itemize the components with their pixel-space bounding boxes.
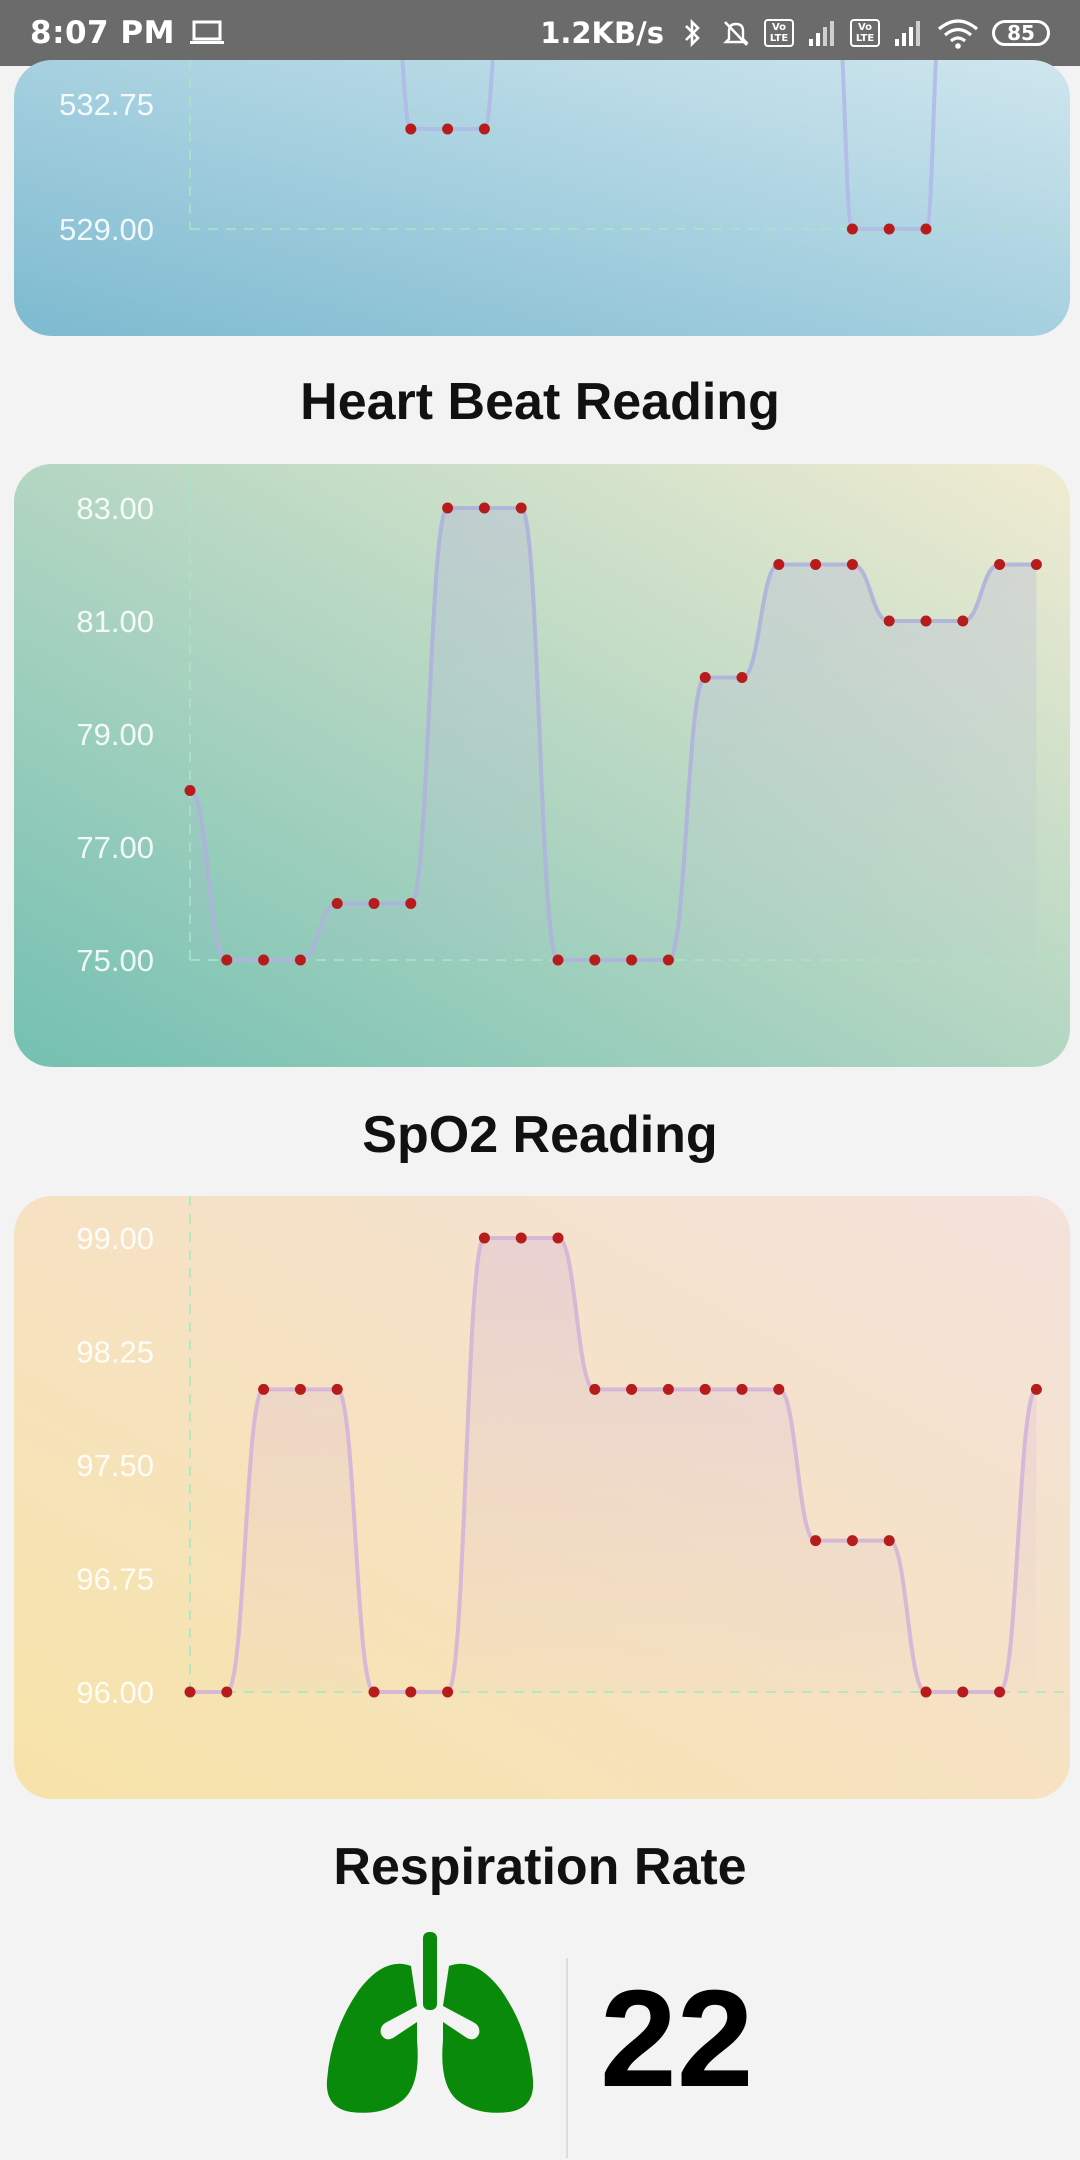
bell-muted-icon (723, 21, 749, 46)
data-point (294, 1383, 306, 1395)
data-point (1030, 559, 1042, 570)
data-point (552, 954, 564, 966)
network-speed: 1.2KB/s (540, 16, 664, 50)
data-point (810, 1535, 822, 1547)
heart-beat-line-chart: 83.00 81.00 79.00 77.00 75.00 (14, 464, 1070, 1067)
series-area (190, 508, 1037, 960)
chart-background (14, 60, 1070, 336)
data-point (405, 898, 417, 909)
data-point (626, 1383, 638, 1395)
y-tick-label: 96.00 (76, 1675, 154, 1710)
data-point (331, 1383, 343, 1395)
data-point (221, 954, 233, 966)
data-point (662, 954, 674, 966)
series-area (190, 1238, 1037, 1692)
data-point (331, 898, 343, 909)
respiration-value: 22 (600, 1962, 754, 2116)
top-line-chart: 532.75 529.00 (14, 60, 1070, 336)
data-point (442, 123, 454, 135)
data-point (699, 672, 711, 683)
data-point (442, 1686, 454, 1698)
data-point (773, 559, 785, 570)
respiration-divider (566, 1958, 568, 2158)
spo2-line-chart: 99.00 98.25 97.50 96.75 96.00 (14, 1196, 1070, 1799)
signal-icon-2 (895, 21, 920, 46)
data-point (589, 954, 601, 966)
data-point (846, 559, 858, 570)
data-point (883, 615, 895, 627)
data-point (184, 1686, 196, 1698)
data-point (994, 559, 1006, 570)
heart-beat-title: Heart Beat Reading (300, 373, 780, 431)
spo2-title: SpO2 Reading (362, 1106, 718, 1164)
data-point (846, 1535, 858, 1547)
data-point (368, 898, 380, 909)
data-point (589, 1383, 601, 1395)
data-point (626, 954, 638, 966)
data-point (258, 954, 270, 966)
data-point (883, 223, 895, 235)
laptop-icon (189, 20, 224, 44)
data-point (405, 123, 417, 135)
data-point (368, 1686, 380, 1698)
data-point (442, 502, 454, 514)
y-tick-label: 96.75 (76, 1562, 154, 1597)
heart-beat-chart-card: 83.00 81.00 79.00 77.00 75.00 (14, 464, 1070, 1067)
data-point (920, 615, 932, 627)
data-point (994, 1686, 1006, 1698)
data-point (773, 1383, 785, 1395)
data-point (221, 1686, 233, 1698)
signal-icon-1 (809, 21, 834, 46)
y-tick-label: 83.00 (76, 491, 154, 526)
data-point (552, 1232, 564, 1244)
y-tick-label: 79.00 (76, 717, 154, 752)
data-point (405, 1686, 417, 1698)
volte-badge-1: Vo LTE (764, 19, 794, 47)
wifi-icon (937, 19, 979, 49)
y-tick-label: 97.50 (76, 1448, 154, 1483)
y-tick-label: 529.00 (59, 212, 154, 247)
data-point (294, 954, 306, 966)
status-time: 8:07 PM (30, 15, 175, 51)
data-point (478, 123, 490, 135)
volte-badge-2: Vo LTE (850, 19, 880, 47)
data-point (184, 785, 196, 796)
y-tick-label: 532.75 (59, 87, 154, 122)
data-point (883, 1535, 895, 1547)
data-point (699, 1383, 711, 1395)
y-tick-label: 75.00 (76, 943, 154, 978)
data-point (846, 223, 858, 235)
data-point (957, 615, 969, 627)
data-point (920, 223, 932, 235)
spo2-chart-card: 99.00 98.25 97.50 96.75 96.00 (14, 1196, 1070, 1799)
status-bar: 8:07 PM 1.2KB/s Vo LTE Vo LTE (0, 0, 1080, 66)
data-point (478, 502, 490, 514)
y-tick-label: 77.00 (76, 830, 154, 865)
data-point (515, 1232, 527, 1244)
respiration-title: Respiration Rate (333, 1838, 747, 1896)
data-point (736, 672, 748, 683)
y-tick-label: 99.00 (76, 1221, 154, 1256)
data-point (920, 1686, 932, 1698)
data-point (258, 1383, 270, 1395)
respiration-row: 22 (0, 1920, 1080, 2160)
lungs-icon (326, 1932, 534, 2113)
data-point (957, 1686, 969, 1698)
top-chart-card: 532.75 529.00 (14, 60, 1070, 336)
battery-indicator: 85 (992, 20, 1050, 46)
y-tick-label: 98.25 (76, 1335, 154, 1370)
data-point (1030, 1383, 1042, 1395)
data-point (515, 502, 527, 514)
data-point (662, 1383, 674, 1395)
y-tick-label: 81.00 (76, 604, 154, 639)
data-point (478, 1232, 490, 1244)
data-point (736, 1383, 748, 1395)
bluetooth-icon (685, 18, 700, 48)
data-point (810, 559, 822, 570)
